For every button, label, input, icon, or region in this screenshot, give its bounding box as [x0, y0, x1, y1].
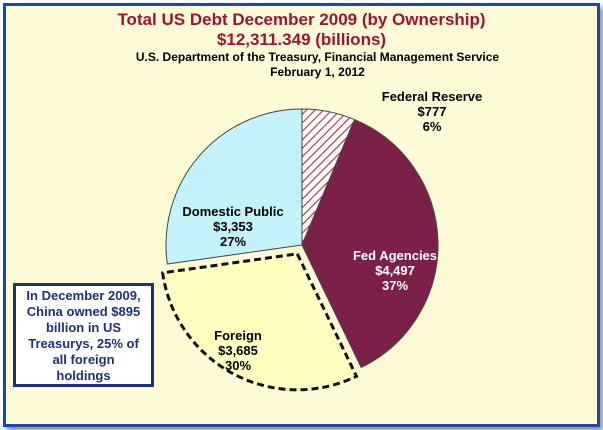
slice-label-name: Domestic Public: [182, 204, 283, 219]
slice-label-name: Fed Agencies: [353, 248, 437, 263]
note-line: holdings: [56, 368, 111, 383]
pie-slice-foreign: [160, 252, 359, 392]
note-line: all foreign: [52, 352, 115, 367]
slice-label-name: Foreign: [214, 328, 262, 343]
slice-label-value: $3,685: [218, 343, 258, 358]
note-line: In December 2009,: [26, 288, 141, 303]
slice-label-percent: 27%: [220, 234, 246, 249]
china-note: In December 2009, China owned $895 billi…: [13, 283, 154, 387]
pie-slice-domestic-public: [165, 108, 303, 265]
note-line: China owned $895: [26, 304, 141, 319]
chart-total: $12,311.349 (billions): [216, 30, 387, 49]
slice-label-percent: 30%: [225, 358, 251, 373]
note-line: billion in US: [45, 320, 122, 335]
chart-date: February 1, 2012: [270, 65, 365, 79]
chart-title: Total US Debt December 2009 (by Ownershi…: [117, 10, 486, 29]
slice-label-value: $777: [418, 104, 447, 119]
pie-slice-fed-agencies: [301, 118, 439, 369]
note-line: Treasurys, 25% of: [28, 336, 139, 351]
slice-label-name: Federal Reserve: [382, 89, 482, 104]
slice-label-percent: 6%: [423, 119, 442, 134]
slice-label-value: $3,353: [213, 219, 253, 234]
chart-source: U.S. Department of the Treasury, Financi…: [135, 50, 500, 64]
slice-label-value: $4,497: [375, 263, 415, 278]
slice-label-percent: 37%: [382, 278, 408, 293]
